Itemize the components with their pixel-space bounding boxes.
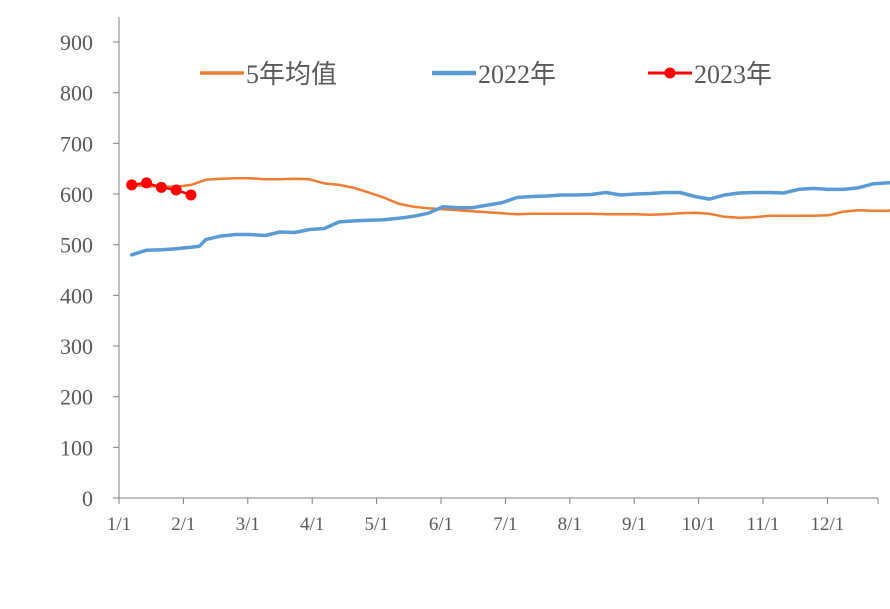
x-tick-label: 7/1 (493, 514, 517, 535)
legend-label-2023: 2023年 (694, 60, 772, 89)
x-axis-ticks: 1/1 2/1 3/1 4/1 5/1 6/1 7/1 8/1 9/1 10/1 11/1 12/1 (107, 498, 879, 535)
y-tick-label: 500 (60, 233, 93, 258)
y-tick-label: 800 (60, 81, 93, 106)
legend-item-5yr-avg: 5年均值 (200, 60, 337, 89)
x-tick-label: 3/1 (236, 514, 260, 535)
x-tick-label: 2/1 (171, 514, 195, 535)
y-tick-label: 300 (60, 334, 93, 359)
y-tick-label: 0 (82, 486, 93, 511)
y-tick-label: 100 (60, 435, 93, 460)
x-tick-label: 4/1 (300, 514, 324, 535)
x-tick-label: 11/1 (746, 514, 779, 535)
series-5yr-avg-line (130, 177, 890, 220)
legend-label-5yr-avg: 5年均值 (246, 60, 337, 89)
series-2023-point (185, 189, 197, 201)
series-2023-point (170, 184, 182, 196)
series-2022-line (129, 180, 890, 257)
legend-marker-2023 (664, 67, 676, 79)
y-axis-ticks: 0 100 200 300 400 500 600 700 800 900 (60, 30, 119, 511)
x-tick-label: 5/1 (364, 514, 388, 535)
y-tick-label: 200 (60, 385, 93, 410)
legend-item-2022: 2022年 (432, 60, 556, 89)
y-tick-label: 700 (60, 131, 93, 156)
x-tick-label: 12/1 (811, 514, 845, 535)
series-2023-point (141, 177, 153, 189)
x-tick-label: 1/1 (107, 514, 131, 535)
x-tick-label: 8/1 (558, 514, 582, 535)
legend-item-2023: 2023年 (648, 60, 772, 89)
y-tick-label: 600 (60, 182, 93, 207)
series-layer (126, 177, 890, 257)
y-tick-label: 900 (60, 30, 93, 55)
legend: 5年均值 2022年 2023年 (200, 60, 772, 89)
y-tick-label: 400 (60, 283, 93, 308)
x-tick-label: 9/1 (622, 514, 646, 535)
series-2023-point (155, 181, 167, 193)
series-2023-point (126, 179, 138, 191)
x-tick-label: 6/1 (429, 514, 453, 535)
legend-label-2022: 2022年 (478, 60, 556, 89)
x-tick-label: 10/1 (682, 514, 716, 535)
